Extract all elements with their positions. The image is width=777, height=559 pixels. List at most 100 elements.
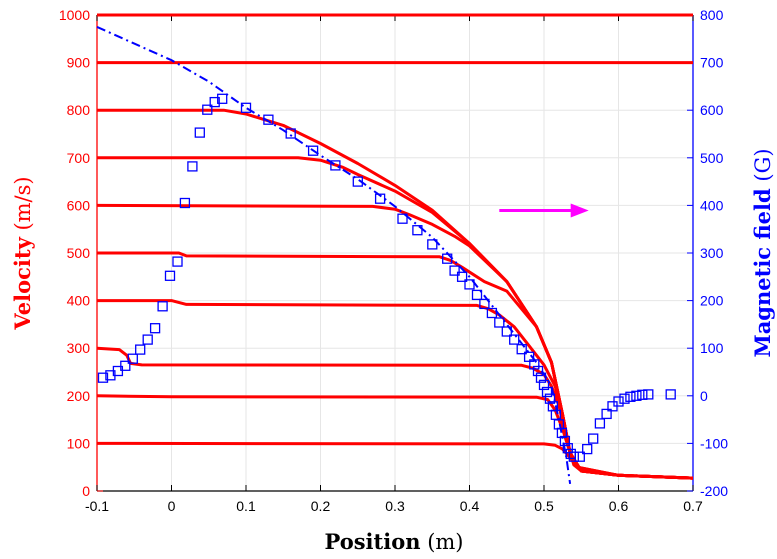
field-measured-point (330, 160, 341, 171)
field-measured-point (544, 393, 556, 404)
field-measured-point (449, 265, 460, 276)
x-axis-title: Position (m) (325, 529, 464, 554)
field-measured-point (582, 443, 593, 455)
y-tick-label: 400 (67, 293, 91, 309)
field-measured-point (97, 372, 109, 383)
field-measured-point (179, 197, 191, 209)
y-tick-label: 1000 (59, 7, 90, 23)
field-measured-point (479, 298, 490, 310)
x-tick-label: 0 (168, 498, 176, 514)
field-measured-point (643, 389, 654, 400)
field-measured-point (172, 256, 183, 267)
field-measured-point (556, 427, 568, 439)
field-measured-point (127, 353, 138, 364)
y2-tick-label: 800 (700, 7, 724, 23)
field-measured-point (541, 386, 553, 398)
field-measured-point (464, 279, 475, 290)
y-tick-label: 100 (67, 435, 91, 451)
field-measured-point (202, 104, 213, 115)
x-tick-label: 0.5 (534, 498, 554, 514)
field-measured-point (397, 213, 408, 224)
field-measured-point (538, 379, 550, 391)
field-measured-point (619, 393, 630, 404)
y-axis-title: Velocity (m/s) (10, 176, 35, 330)
field-measured-point (112, 365, 124, 377)
field-measured-point (307, 145, 319, 156)
x-tick-label: 0.4 (460, 498, 480, 514)
field-measured-point (631, 390, 642, 401)
y2-axis-unit: (G) (751, 148, 775, 181)
field-measured-point (523, 351, 535, 362)
field-measured-point (532, 365, 544, 377)
svg-text:Velocity (m/s): Velocity (m/s) (10, 176, 35, 330)
tick-labels: -0.1 0 0.1 0.2 0.3 0.4 0.5 0.6 0.701002003004005… (59, 7, 728, 514)
y2-tick-label: 400 (700, 197, 724, 213)
field-measured-point (120, 360, 131, 371)
field-measured-point (574, 451, 585, 462)
field-measured-point (471, 289, 483, 301)
x-axis-label: Position (325, 529, 421, 554)
field-measured-point (529, 359, 540, 370)
x-tick-label: 0.6 (609, 498, 629, 514)
field-measured-point (263, 114, 274, 125)
field-measured-point (135, 344, 146, 355)
field-measured-point (568, 451, 579, 462)
y-axis-unit: (m/s) (11, 176, 35, 230)
x-tick-label: 0.2 (311, 498, 331, 514)
field-measured-point (613, 396, 624, 407)
x-tick-label: -0.1 (85, 498, 109, 514)
y2-tick-label: 700 (700, 55, 724, 71)
field-measured-point (285, 128, 296, 139)
field-measured-point (374, 193, 386, 204)
field-measured-point (456, 271, 468, 282)
x-axis-unit: (m) (427, 530, 463, 554)
field-measured-point (217, 93, 228, 104)
y-tick-label: 700 (67, 150, 91, 166)
field-measured-point (665, 389, 676, 400)
field-measured-point (494, 317, 505, 328)
field-measured-point (157, 301, 168, 312)
field-measured-point (509, 334, 520, 345)
y-axis-label: Velocity (10, 236, 35, 330)
field-measured-point (209, 96, 220, 108)
field-measured-point (535, 372, 547, 383)
y2-tick-label: 500 (700, 150, 724, 166)
field-measured-point (594, 418, 606, 429)
field-measured-point (562, 443, 573, 454)
y-tick-label: 200 (67, 388, 91, 404)
field-model-line (96, 25, 572, 485)
y2-axis-label: Magnetic field (750, 188, 775, 358)
y-tick-label: 900 (67, 55, 91, 71)
y-tick-label: 300 (67, 340, 91, 356)
x-tick-label: 0.7 (683, 498, 703, 514)
y-tick-label: 600 (67, 197, 91, 213)
grid (96, 14, 694, 492)
field-measured-point (559, 435, 571, 447)
y-tick-label: 0 (82, 483, 90, 499)
field-measured-point (486, 307, 498, 319)
y2-tick-label: 0 (700, 388, 708, 404)
field-measured-point (427, 239, 438, 250)
y-tick-label: 800 (67, 102, 91, 118)
y2-tick-label: 100 (700, 340, 724, 356)
y2-tick-label: 600 (700, 102, 724, 118)
y2-axis-title: Magnetic field (G) (750, 148, 775, 357)
field-measured-point (501, 326, 512, 337)
field-measured-point (142, 334, 153, 345)
y2-tick-label: 300 (700, 245, 724, 261)
y2-tick-label: -200 (700, 483, 728, 499)
field-measured-point (352, 176, 363, 187)
y2-tick-label: -100 (700, 435, 728, 451)
svg-text:Magnetic field (G): Magnetic field (G) (750, 148, 775, 357)
field-measured-point (194, 127, 205, 138)
y2-tick-label: 200 (700, 293, 724, 309)
field-measured-point (516, 344, 527, 355)
series (96, 13, 694, 485)
y-tick-label: 500 (67, 245, 91, 261)
field-measured-point (601, 408, 612, 420)
right-arrow-head (570, 203, 589, 218)
field-measured-point (187, 161, 198, 172)
x-tick-label: 0.1 (236, 498, 256, 514)
field-measured-point (149, 323, 161, 334)
